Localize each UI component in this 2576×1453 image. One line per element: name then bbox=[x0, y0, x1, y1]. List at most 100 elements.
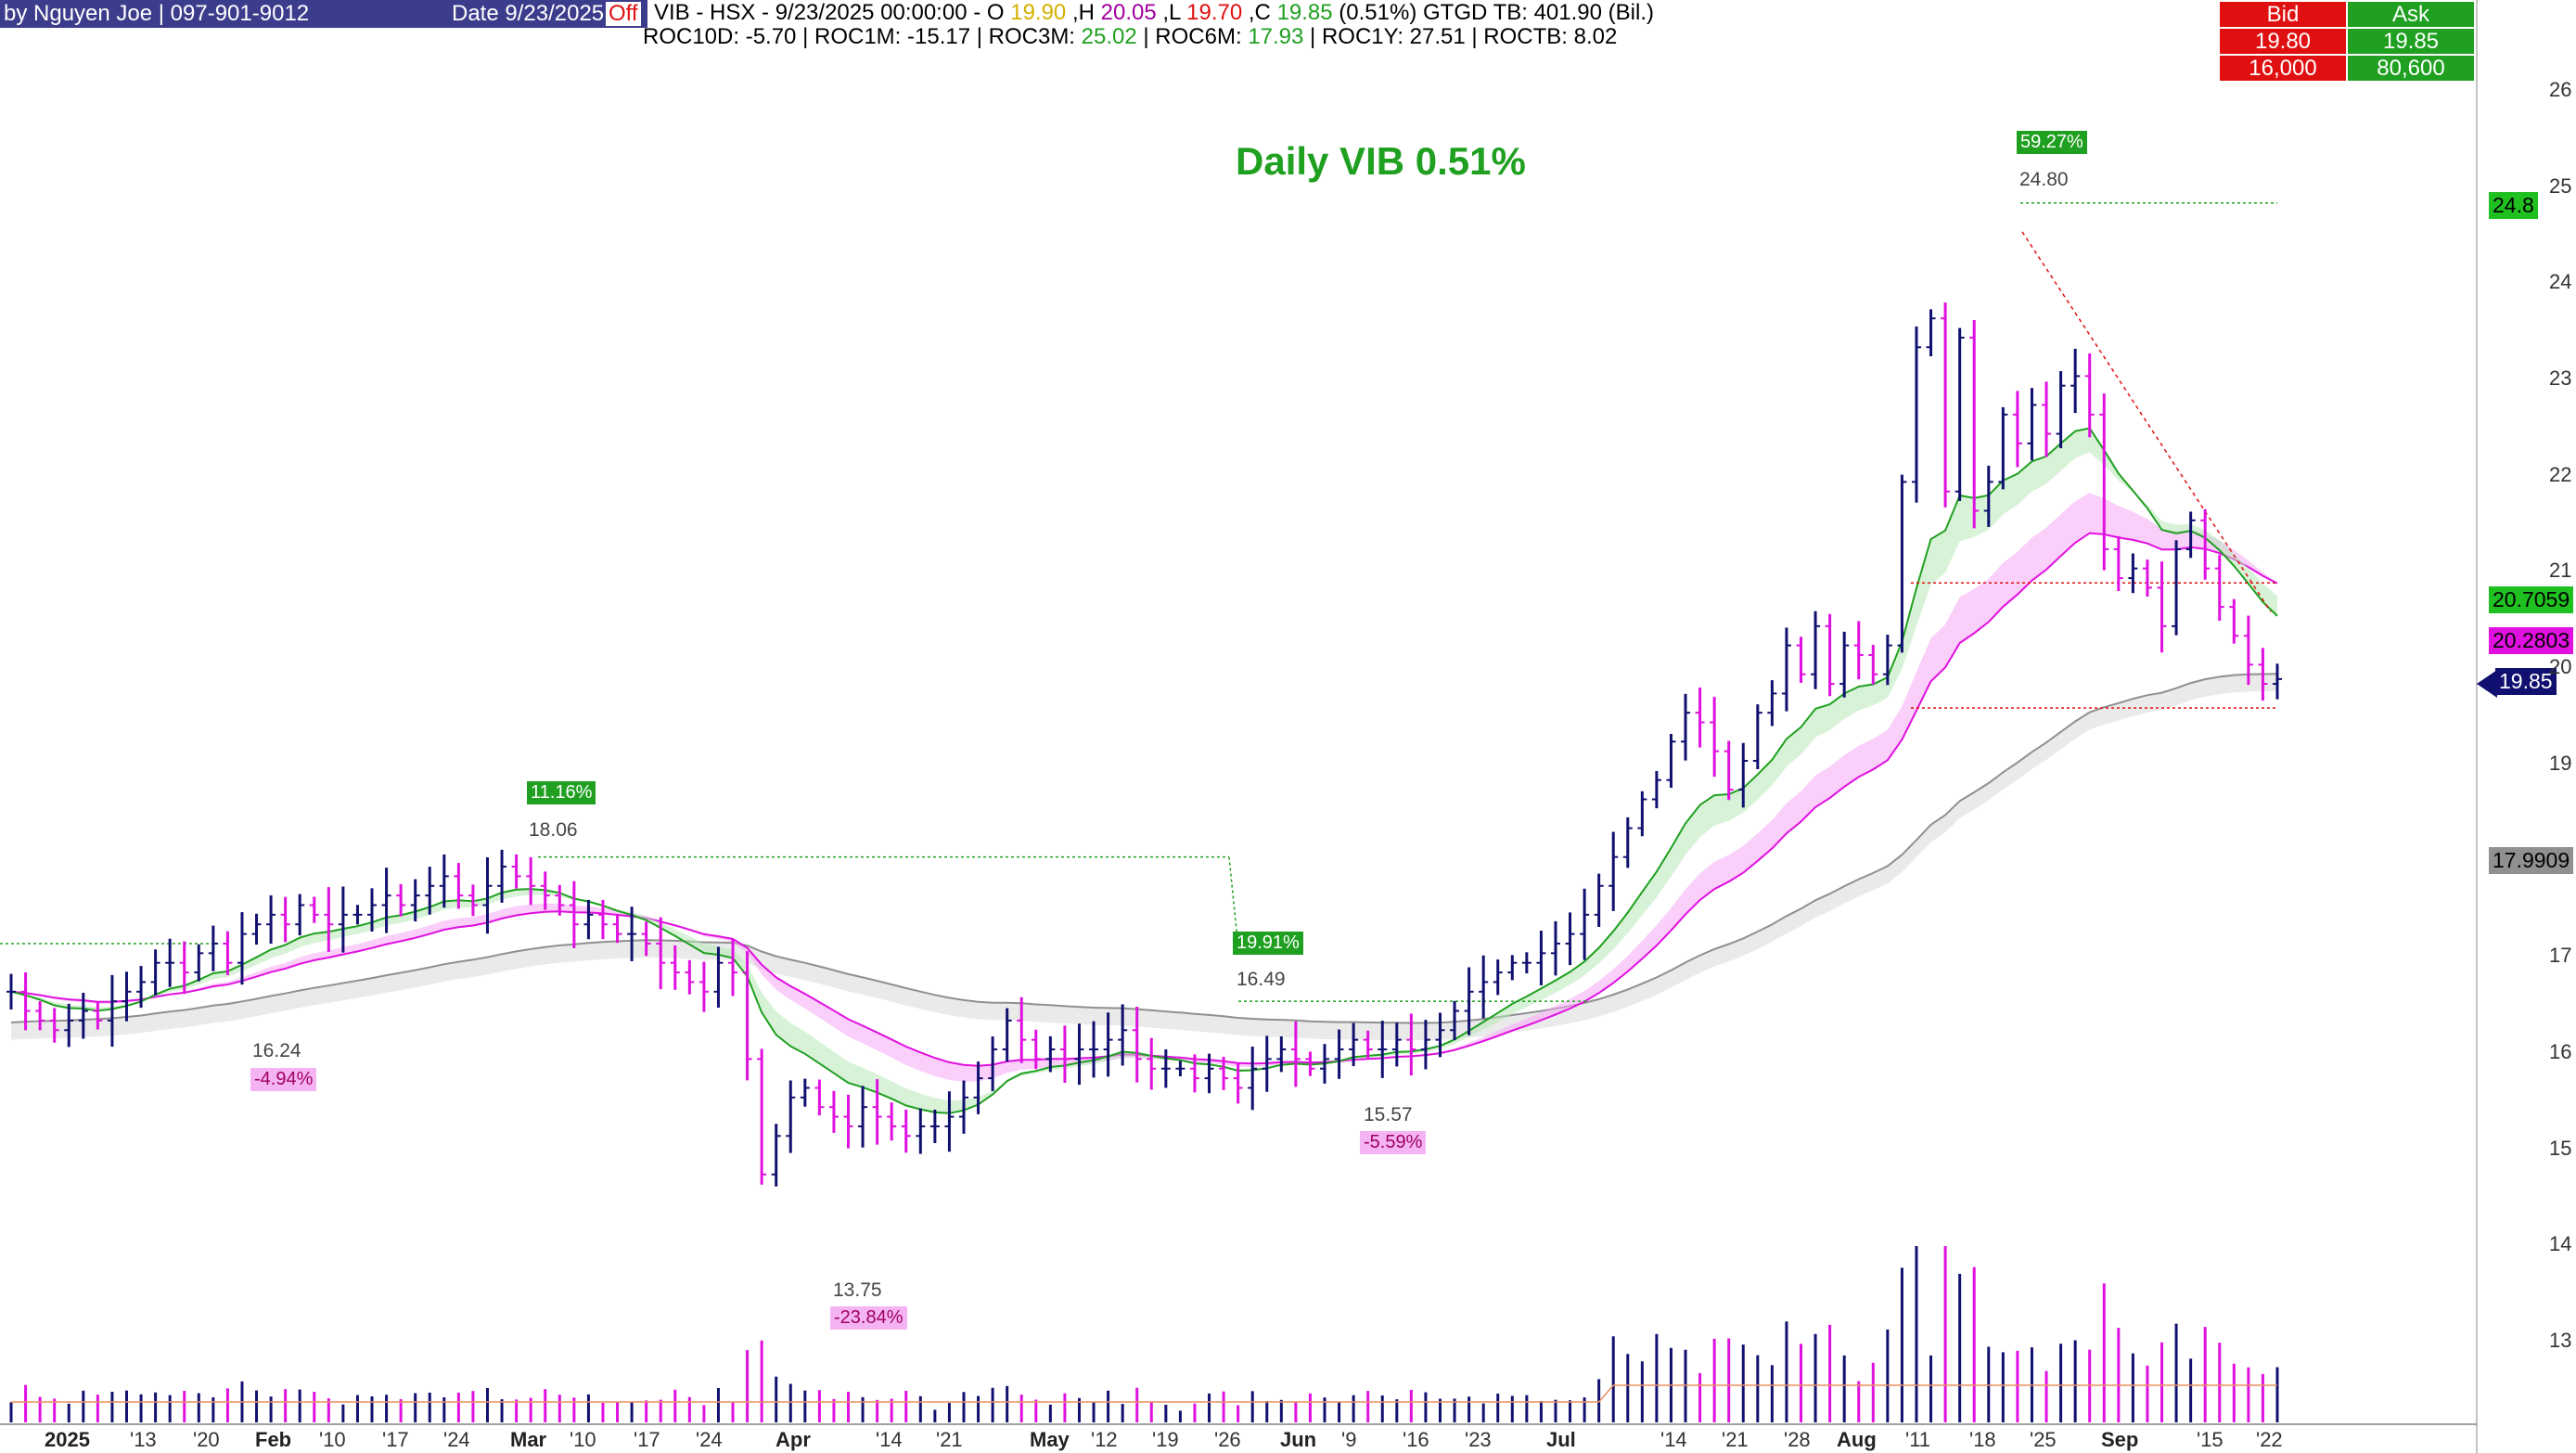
bid-volume: 16,000 bbox=[2220, 56, 2346, 81]
swing-high-price: 24.80 bbox=[2019, 169, 2069, 190]
roc1y-value: 27.51 bbox=[1409, 24, 1466, 49]
off-badge[interactable]: Off bbox=[606, 2, 641, 26]
guide-lines bbox=[0, 201, 2277, 1002]
swing-high-price: 18.06 bbox=[529, 819, 578, 841]
loss-pct-box: -5.59% bbox=[1360, 1131, 1427, 1154]
header-bar: by Nguyen Joe | 097-901-9012 Date 9/23/2… bbox=[0, 0, 647, 28]
roc3m-label: | ROC3M: bbox=[976, 24, 1075, 49]
price-tick: 23 bbox=[2549, 366, 2572, 390]
swing-low-price: 16.24 bbox=[252, 1040, 301, 1061]
author-label: by Nguyen Joe | 097-901-9012 bbox=[4, 1, 310, 26]
swing-high-price: 16.49 bbox=[1237, 969, 1286, 990]
date-label: '10 bbox=[319, 1428, 346, 1451]
date-label: '28 bbox=[1784, 1428, 1811, 1451]
roc1y-label: | ROC1Y: bbox=[1310, 24, 1403, 49]
date-label: Date 9/23/2025 bbox=[452, 1, 605, 26]
loss-pct-box: -4.94% bbox=[250, 1068, 317, 1091]
date-label: '14 bbox=[876, 1428, 903, 1451]
open-value: 19.90 bbox=[1010, 0, 1067, 25]
volume-average-line bbox=[11, 1384, 2277, 1403]
date-label: '21 bbox=[936, 1428, 963, 1451]
ema-slow-label: 17.9909 bbox=[2489, 847, 2574, 874]
low-value: 19.70 bbox=[1186, 0, 1243, 25]
date-label: '23 bbox=[1465, 1428, 1492, 1451]
roc1m-label: | ROC1M: bbox=[802, 24, 902, 49]
ohlc-bars bbox=[6, 302, 2282, 1187]
date-label-mar: Mar bbox=[510, 1428, 547, 1451]
bid-header: Bid bbox=[2220, 2, 2346, 27]
last-price-label: 19.85 bbox=[2495, 668, 2557, 695]
high-prefix: ,H bbox=[1071, 0, 1095, 25]
price-tick: 17 bbox=[2549, 944, 2572, 967]
price-tick: 22 bbox=[2549, 463, 2572, 486]
ask-volume: 80,600 bbox=[2348, 56, 2474, 81]
date-label-sep: Sep bbox=[2101, 1428, 2139, 1451]
quote-line: VIB - HSX - 9/23/2025 00:00:00 - O 19.90… bbox=[654, 0, 1654, 26]
last-price-pointer-icon bbox=[2477, 670, 2497, 698]
price-tick: 26 bbox=[2549, 78, 2572, 101]
ema-fast-line bbox=[10, 427, 2278, 1114]
price-tick: 16 bbox=[2549, 1040, 2572, 1063]
date-label-may: May bbox=[1030, 1428, 1070, 1451]
price-tick: 13 bbox=[2549, 1329, 2572, 1352]
moving-average-bands bbox=[10, 427, 2278, 1114]
date-label: '11 bbox=[1905, 1428, 1931, 1451]
date-label: '13 bbox=[130, 1428, 157, 1451]
ema-slow-line bbox=[10, 673, 2278, 1024]
price-tick: 20 bbox=[2549, 655, 2572, 678]
gain-pct-box: 11.16% bbox=[527, 781, 596, 804]
roc10d-label: ROC10D: bbox=[643, 24, 740, 49]
date-label: '17 bbox=[634, 1428, 660, 1451]
price-tick: 24 bbox=[2549, 270, 2572, 293]
date-label: '18 bbox=[1969, 1428, 1996, 1451]
date-label: '25 bbox=[2030, 1428, 2057, 1451]
date-label: '26 bbox=[1214, 1428, 1241, 1451]
date-label-aug: Aug bbox=[1837, 1428, 1877, 1451]
date-label: '24 bbox=[696, 1428, 723, 1451]
price-tick: 25 bbox=[2549, 174, 2572, 198]
ask-price: 19.85 bbox=[2348, 29, 2474, 54]
low-prefix: ,L bbox=[1162, 0, 1181, 25]
gain-pct-box: 59.27% bbox=[2017, 131, 2087, 154]
roc6m-label: | ROC6M: bbox=[1143, 24, 1242, 49]
price-tick: 14 bbox=[2549, 1232, 2572, 1255]
ema-fast-label: 20.7059 bbox=[2489, 586, 2574, 613]
date-label-jun: Jun bbox=[1280, 1428, 1317, 1451]
roc-line: ROC10D: -5.70 | ROC1M: -15.17 | ROC3M: 2… bbox=[643, 24, 1617, 50]
date-label: '15 bbox=[2197, 1428, 2224, 1451]
volume-histogram bbox=[9, 1246, 2279, 1422]
roctb-value: 8.02 bbox=[1573, 24, 1618, 49]
date-label: '19 bbox=[1152, 1428, 1179, 1451]
downtrend-line bbox=[2021, 231, 2272, 612]
high-value: 20.05 bbox=[1100, 0, 1157, 25]
bid-price: 19.80 bbox=[2220, 29, 2346, 54]
roc10d-value: -5.70 bbox=[745, 24, 797, 49]
chart-title: Daily VIB 0.51% bbox=[1236, 139, 1526, 183]
date-label: '12 bbox=[1091, 1428, 1118, 1451]
gain-pct-box: 19.91% bbox=[1233, 932, 1303, 955]
price-tick: 15 bbox=[2549, 1137, 2572, 1160]
date-label: '14 bbox=[1660, 1428, 1687, 1451]
date-label: '16 bbox=[1403, 1428, 1429, 1451]
peak-price-label: 24.8 bbox=[2489, 192, 2538, 219]
price-tick: 19 bbox=[2549, 752, 2572, 775]
price-tick: 21 bbox=[2549, 559, 2572, 582]
quote-prefix: VIB - HSX - 9/23/2025 00:00:00 - O bbox=[654, 0, 1005, 25]
close-prefix: ,C bbox=[1248, 0, 1271, 25]
date-label: '21 bbox=[1722, 1428, 1749, 1451]
date-label: '24 bbox=[443, 1428, 470, 1451]
roctb-label: | ROCTB: bbox=[1471, 24, 1568, 49]
date-label-2025: 2025 bbox=[45, 1428, 90, 1451]
roc1m-value: -15.17 bbox=[907, 24, 971, 49]
date-label: '9 bbox=[1341, 1428, 1357, 1451]
ask-header: Ask bbox=[2348, 2, 2474, 27]
resistance-drop-line bbox=[1228, 856, 1239, 949]
roc3m-value: 25.02 bbox=[1081, 24, 1137, 49]
date-label-jul: Jul bbox=[1546, 1428, 1576, 1451]
gtgd-value: GTGD TB: 401.90 (Bil.) bbox=[1423, 0, 1654, 25]
date-label: '20 bbox=[193, 1428, 220, 1451]
swing-low-price: 13.75 bbox=[833, 1279, 882, 1301]
swing-low-price: 15.57 bbox=[1364, 1104, 1413, 1125]
date-label-feb: Feb bbox=[255, 1428, 292, 1451]
